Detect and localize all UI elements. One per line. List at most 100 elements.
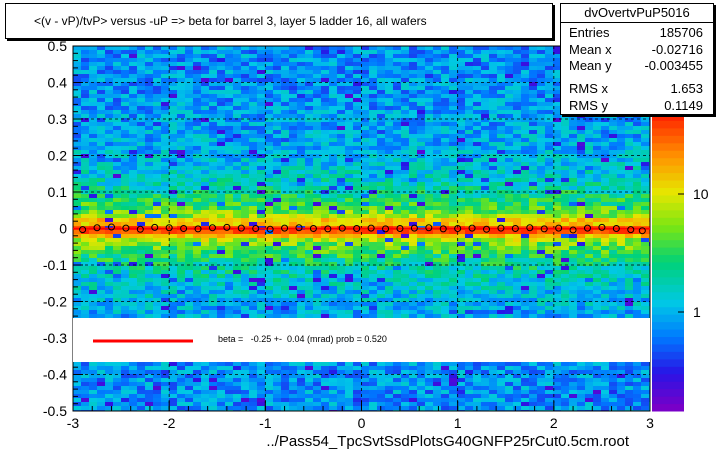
heatmap-cell [449, 126, 457, 130]
heatmap-cell [345, 66, 353, 70]
heatmap-cell [217, 118, 225, 122]
heatmap-cell [217, 122, 225, 126]
heatmap-cell [441, 298, 449, 302]
heatmap-cell [241, 254, 249, 258]
heatmap-cell [97, 122, 105, 126]
heatmap-cell [393, 66, 401, 70]
heatmap-cell [161, 162, 169, 166]
heatmap-cell [241, 46, 249, 50]
heatmap-cell [449, 234, 457, 238]
heatmap-cell [321, 238, 329, 242]
heatmap-cell [129, 234, 137, 238]
heatmap-cell [113, 86, 121, 90]
heatmap-cell [209, 162, 217, 166]
heatmap-cell [73, 142, 81, 146]
heatmap-cell [473, 294, 481, 298]
heatmap-cell [81, 162, 89, 166]
heatmap-cell [153, 214, 161, 218]
heatmap-cell [625, 134, 633, 138]
heatmap-cell [353, 274, 361, 278]
heatmap-cell [217, 166, 225, 170]
heatmap-cell [561, 118, 569, 122]
heatmap-cell [73, 214, 81, 218]
heatmap-cell [433, 274, 441, 278]
heatmap-cell [505, 46, 513, 50]
heatmap-cell [569, 146, 577, 150]
heatmap-cell [201, 174, 209, 178]
heatmap-cell [505, 302, 513, 306]
heatmap-cell [329, 262, 337, 266]
heatmap-cell [393, 242, 401, 246]
heatmap-cell [217, 162, 225, 166]
heatmap-cell [297, 214, 305, 218]
heatmap-cell [361, 110, 369, 114]
heatmap-cell [193, 182, 201, 186]
heatmap-cell [601, 114, 609, 118]
heatmap-cell [81, 258, 89, 262]
heatmap-cell [73, 130, 81, 134]
heatmap-cell [505, 218, 513, 222]
heatmap-cell [361, 190, 369, 194]
heatmap-cell [545, 122, 553, 126]
heatmap-cell [497, 246, 505, 250]
heatmap-cell [129, 266, 137, 270]
heatmap-cell [313, 130, 321, 134]
heatmap-cell [465, 206, 473, 210]
heatmap-cell [73, 178, 81, 182]
heatmap-cell [545, 54, 553, 58]
heatmap-cell [329, 170, 337, 174]
heatmap-cell [305, 290, 313, 294]
heatmap-cell [225, 302, 233, 306]
heatmap-cell [513, 162, 521, 166]
heatmap-cell [297, 262, 305, 266]
heatmap-cell [185, 182, 193, 186]
heatmap-cell [161, 186, 169, 190]
heatmap-cell [193, 262, 201, 266]
heatmap-cell [625, 126, 633, 130]
heatmap-cell [505, 278, 513, 282]
heatmap-cell [89, 162, 97, 166]
heatmap-cell [401, 262, 409, 266]
heatmap-cell [601, 130, 609, 134]
heatmap-cell [617, 246, 625, 250]
heatmap-cell [553, 210, 561, 214]
heatmap-cell [97, 198, 105, 202]
heatmap-cell [409, 182, 417, 186]
heatmap-cell [281, 298, 289, 302]
heatmap-cell [569, 126, 577, 130]
heatmap-cell [417, 150, 425, 154]
heatmap-cell [153, 294, 161, 298]
heatmap-cell [553, 294, 561, 298]
heatmap-cell [433, 174, 441, 178]
heatmap-cell [105, 274, 113, 278]
heatmap-cell [257, 106, 265, 110]
heatmap-cell [609, 266, 617, 270]
heatmap-cell [353, 262, 361, 266]
heatmap-cell [105, 70, 113, 74]
heatmap-cell [617, 230, 625, 234]
heatmap-cell [561, 286, 569, 290]
heatmap-cell [521, 82, 529, 86]
heatmap-cell [457, 218, 465, 222]
heatmap-cell [265, 234, 273, 238]
heatmap-cell [97, 86, 105, 90]
heatmap-cell [105, 230, 113, 234]
heatmap-cell [217, 154, 225, 158]
heatmap-cell [305, 278, 313, 282]
heatmap-cell [281, 94, 289, 98]
heatmap-cell [129, 122, 137, 126]
heatmap-cell [169, 158, 177, 162]
heatmap-cell [385, 122, 393, 126]
heatmap-cell [497, 198, 505, 202]
heatmap-cell [537, 234, 545, 238]
heatmap-cell [145, 138, 153, 142]
heatmap-cell [209, 82, 217, 86]
heatmap-cell [361, 58, 369, 62]
heatmap-cell [345, 210, 353, 214]
heatmap-cell [217, 198, 225, 202]
heatmap-cell [337, 162, 345, 166]
heatmap-cell [329, 102, 337, 106]
heatmap-cell [161, 70, 169, 74]
heatmap-cell [553, 82, 561, 86]
heatmap-cell [217, 250, 225, 254]
